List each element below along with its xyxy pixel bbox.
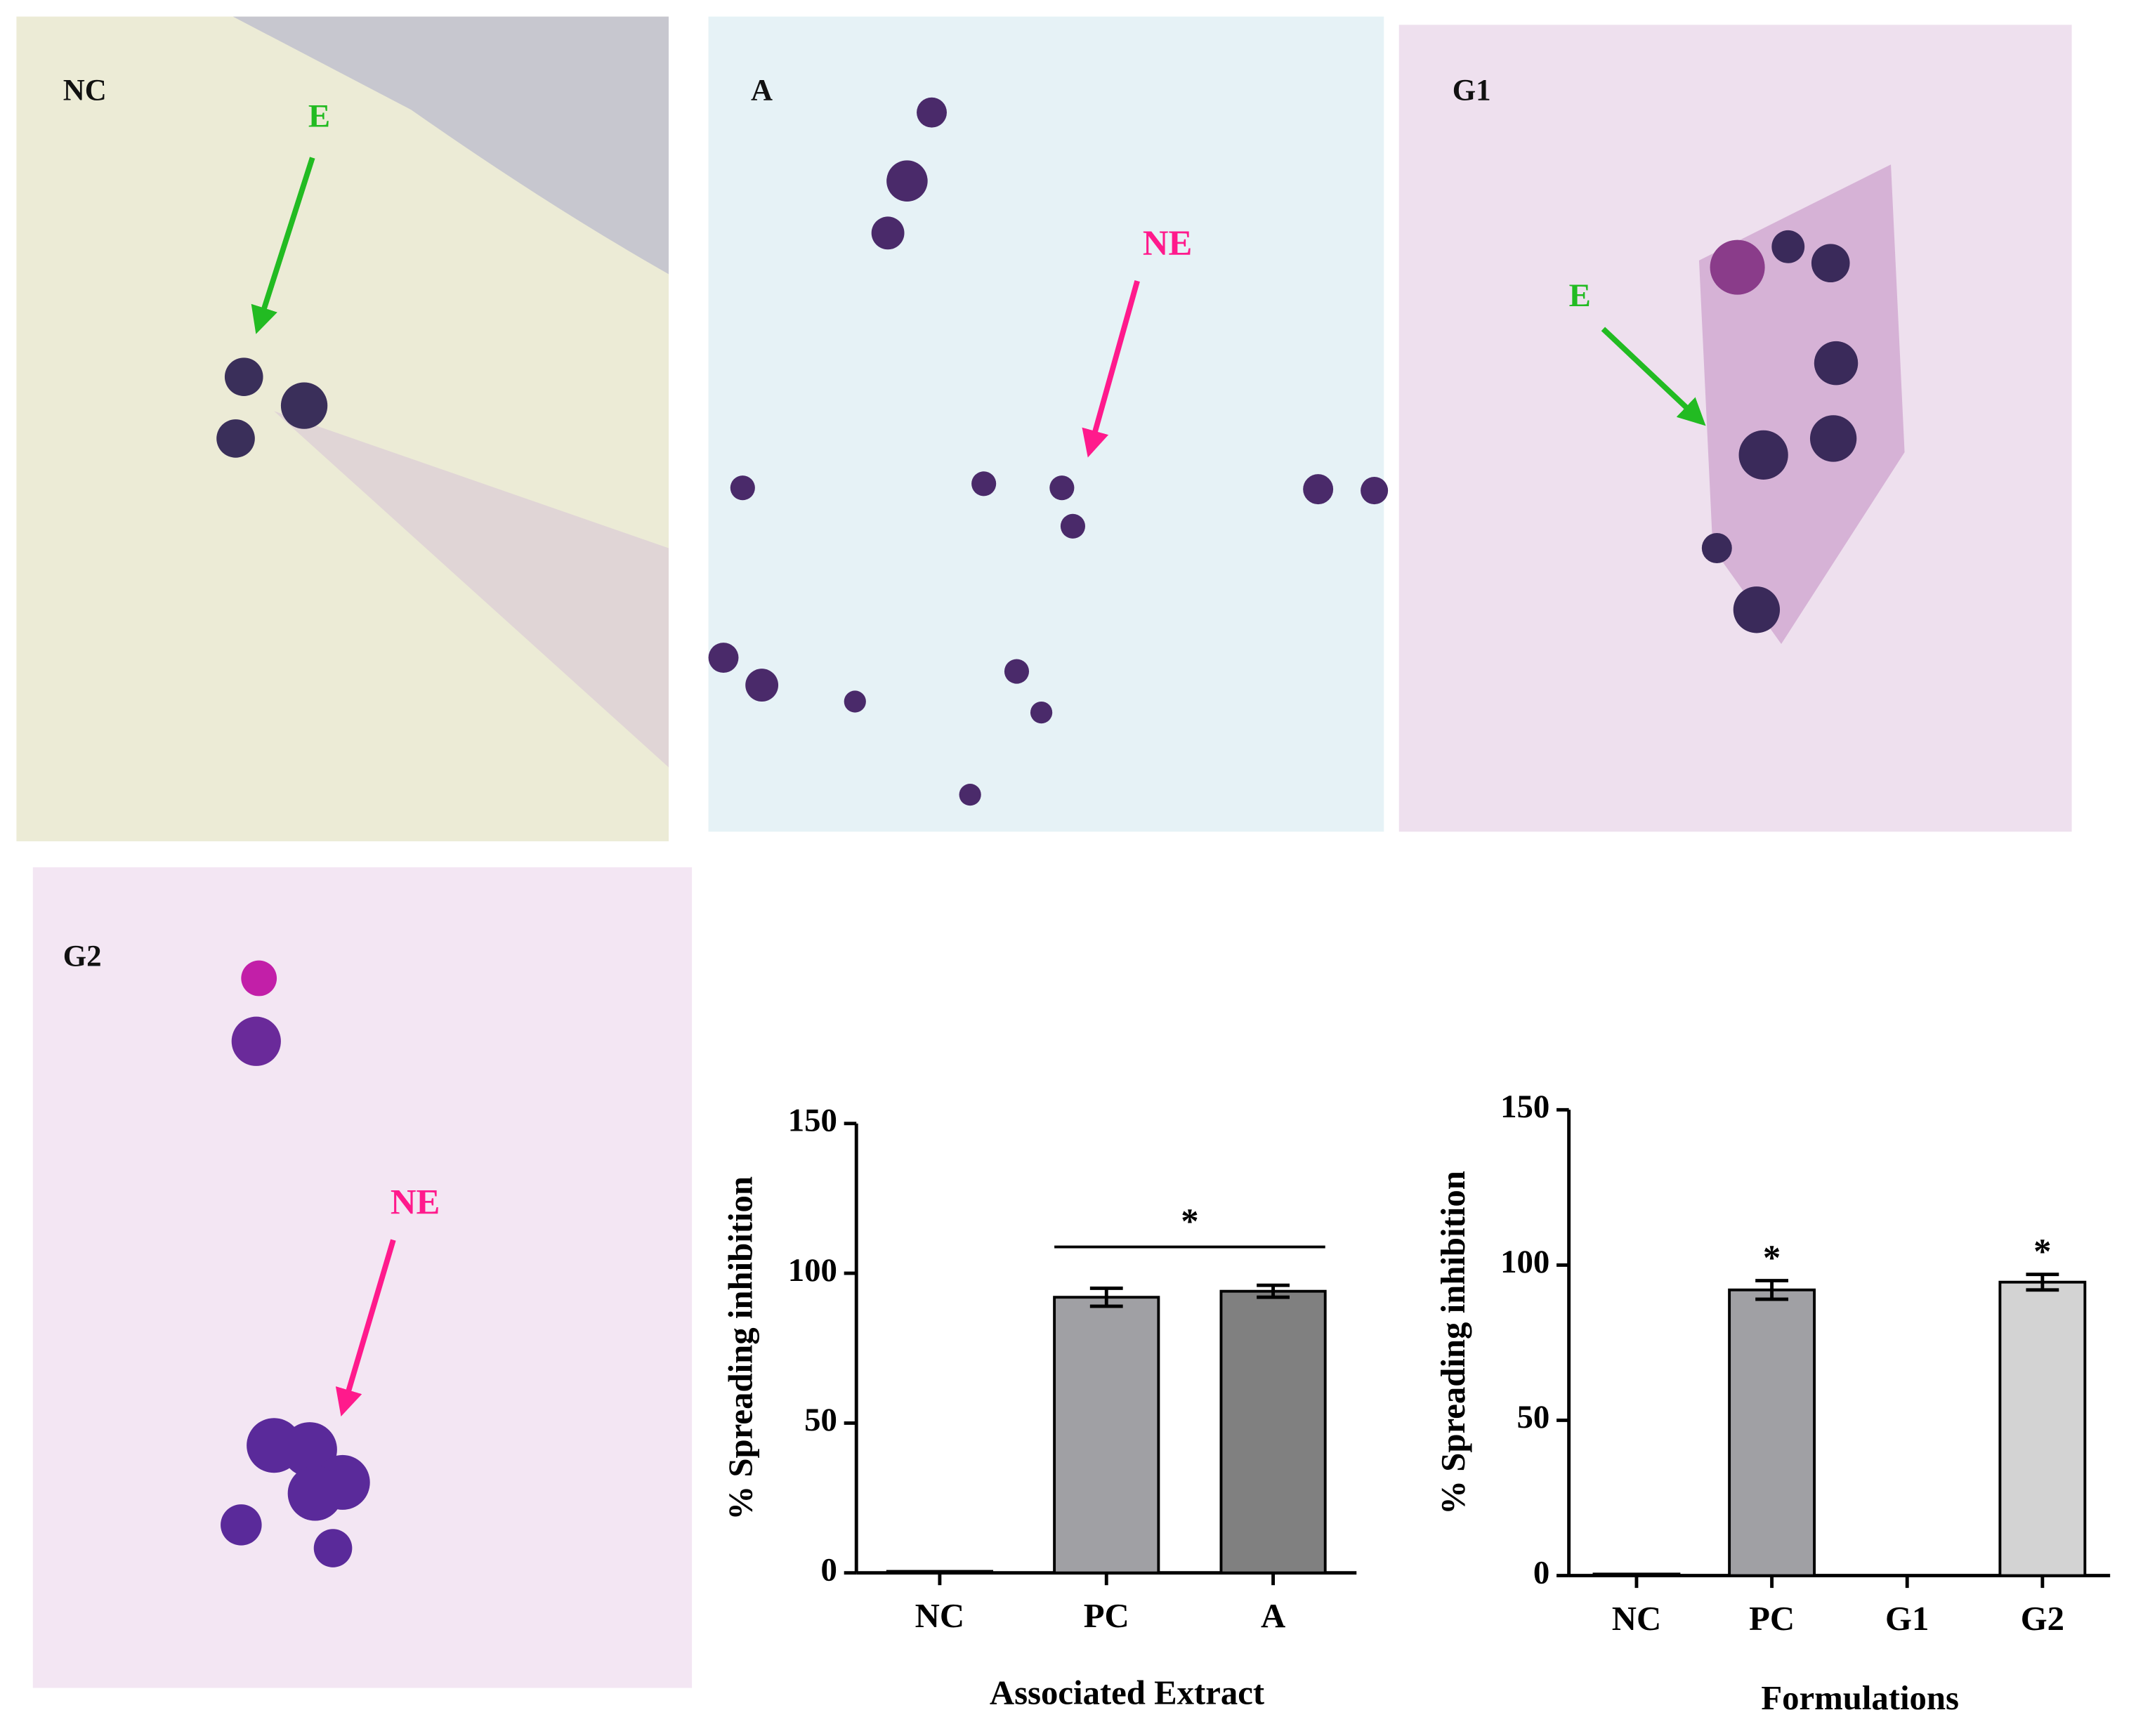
x-tick-label: PC xyxy=(1084,1597,1129,1635)
micrograph-g2: G2 NE xyxy=(32,867,693,1688)
arrow-label: NE xyxy=(391,1183,440,1222)
significance-label: * xyxy=(1181,1202,1198,1241)
arrow-label: E xyxy=(1569,277,1591,314)
y-tick-label: 0 xyxy=(821,1551,837,1588)
arrow-label: NE xyxy=(1143,223,1192,263)
y-tick-label: 50 xyxy=(1517,1399,1550,1435)
arrow-label: E xyxy=(308,98,330,135)
y-tick-label: 150 xyxy=(788,1103,837,1139)
x-tick-label: A xyxy=(1261,1597,1285,1635)
y-axis-label: % Spreading inhibition xyxy=(721,1176,759,1520)
x-tick-label: PC xyxy=(1749,1600,1795,1638)
y-tick-label: 50 xyxy=(804,1402,837,1438)
significance-label: * xyxy=(1763,1238,1781,1277)
bar xyxy=(1728,1288,1816,1577)
x-axis-label: Formulations xyxy=(1761,1679,1959,1717)
micrograph-g1: G1 E xyxy=(1398,25,2072,832)
x-tick-label: G2 xyxy=(2021,1600,2064,1638)
y-tick-label: 100 xyxy=(1500,1244,1549,1280)
x-axis-label: Associated Extract xyxy=(990,1673,1265,1711)
y-tick-label: 0 xyxy=(1533,1554,1549,1591)
micrograph-a: A NE xyxy=(708,16,1389,832)
bar xyxy=(1219,1289,1327,1574)
panel-label: NC xyxy=(63,74,107,107)
micrograph-nc: NC E xyxy=(16,16,669,841)
x-tick-label: G1 xyxy=(1885,1600,1929,1638)
panel-label: A xyxy=(751,74,773,107)
y-tick-label: 150 xyxy=(1500,1089,1549,1125)
panel-label: G2 xyxy=(63,940,102,973)
y-tick-label: 100 xyxy=(788,1252,837,1289)
bar xyxy=(886,1570,993,1574)
significance-label: * xyxy=(2033,1232,2051,1271)
y-axis-label: % Spreading inhibition xyxy=(1434,1171,1472,1515)
bar xyxy=(1053,1296,1160,1574)
x-tick-label: NC xyxy=(1612,1600,1661,1638)
panel-label: G1 xyxy=(1453,74,1491,107)
x-tick-label: NC xyxy=(915,1597,964,1635)
bar xyxy=(1998,1280,2087,1577)
bar xyxy=(1592,1572,1681,1577)
